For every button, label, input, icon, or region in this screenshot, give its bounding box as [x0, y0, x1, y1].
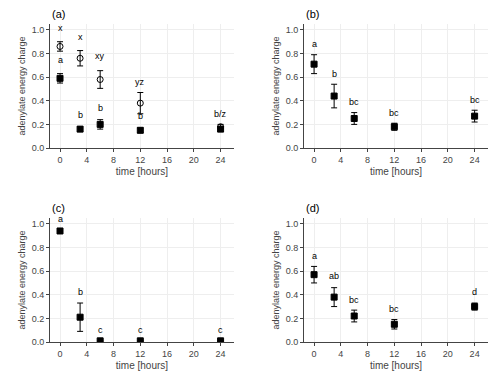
svg-text:4: 4 [84, 155, 89, 165]
svg-text:0.8: 0.8 [286, 243, 299, 253]
svg-text:0.8: 0.8 [32, 243, 45, 253]
svg-text:0.6: 0.6 [32, 266, 45, 276]
svg-text:8: 8 [365, 155, 370, 165]
svg-text:adenylate energy charge: adenylate energy charge [17, 230, 27, 329]
svg-text:time [hours]: time [hours] [116, 360, 168, 371]
svg-text:b: b [332, 69, 337, 79]
svg-text:1.0: 1.0 [286, 219, 299, 229]
svg-text:16: 16 [416, 349, 426, 359]
svg-text:0: 0 [58, 155, 63, 165]
svg-text:c: c [138, 325, 143, 335]
svg-text:yz: yz [135, 77, 145, 87]
svg-text:0.2: 0.2 [286, 314, 299, 324]
svg-text:20: 20 [443, 155, 453, 165]
svg-text:0.8: 0.8 [286, 49, 299, 59]
svg-text:0: 0 [312, 155, 317, 165]
svg-text:0.2: 0.2 [32, 314, 45, 324]
svg-text:b: b [98, 103, 103, 113]
svg-text:0.0: 0.0 [286, 143, 299, 153]
svg-text:a: a [58, 55, 63, 65]
svg-text:x: x [78, 32, 83, 42]
svg-text:adenylate energy charge: adenylate energy charge [17, 36, 27, 135]
svg-text:0.6: 0.6 [286, 266, 299, 276]
svg-text:ab: ab [329, 271, 339, 281]
svg-text:(d): (d) [306, 202, 319, 214]
svg-text:0.0: 0.0 [286, 337, 299, 347]
svg-text:a: a [58, 214, 63, 224]
svg-text:12: 12 [389, 155, 399, 165]
svg-text:12: 12 [135, 349, 145, 359]
svg-text:b/z: b/z [214, 109, 227, 119]
svg-text:0.4: 0.4 [32, 96, 45, 106]
svg-text:0.4: 0.4 [286, 96, 299, 106]
svg-text:time [hours]: time [hours] [370, 360, 422, 371]
svg-text:20: 20 [443, 349, 453, 359]
svg-text:a: a [312, 251, 317, 261]
svg-text:0.4: 0.4 [32, 290, 45, 300]
svg-text:x: x [58, 23, 63, 33]
svg-text:24: 24 [470, 155, 480, 165]
svg-text:b: b [138, 111, 143, 121]
svg-text:0.4: 0.4 [286, 290, 299, 300]
svg-text:(b): (b) [306, 8, 319, 20]
svg-text:d: d [472, 287, 477, 297]
svg-text:0.6: 0.6 [286, 72, 299, 82]
svg-text:0: 0 [312, 349, 317, 359]
svg-text:0.8: 0.8 [32, 49, 45, 59]
svg-text:4: 4 [338, 349, 343, 359]
svg-text:16: 16 [162, 349, 172, 359]
svg-text:bc: bc [349, 295, 359, 305]
svg-text:b: b [78, 110, 83, 120]
svg-text:(c): (c) [52, 202, 65, 214]
svg-text:bc: bc [349, 97, 359, 107]
svg-text:0.0: 0.0 [32, 143, 45, 153]
svg-text:time [hours]: time [hours] [370, 166, 422, 177]
svg-text:24: 24 [470, 349, 480, 359]
svg-text:0: 0 [58, 349, 63, 359]
svg-text:bc: bc [389, 108, 399, 118]
svg-text:16: 16 [416, 155, 426, 165]
svg-text:12: 12 [135, 155, 145, 165]
svg-text:adenylate energy charge: adenylate energy charge [271, 36, 281, 135]
svg-text:a: a [312, 39, 317, 49]
svg-text:4: 4 [84, 349, 89, 359]
svg-text:1.0: 1.0 [286, 25, 299, 35]
svg-text:20: 20 [189, 349, 199, 359]
svg-text:12: 12 [389, 349, 399, 359]
svg-text:c: c [98, 325, 103, 335]
svg-text:b: b [78, 287, 83, 297]
svg-text:24: 24 [216, 349, 226, 359]
svg-text:time [hours]: time [hours] [116, 166, 168, 177]
svg-text:4: 4 [338, 155, 343, 165]
svg-text:8: 8 [111, 349, 116, 359]
svg-text:(a): (a) [52, 8, 65, 20]
svg-text:24: 24 [216, 155, 226, 165]
svg-text:16: 16 [162, 155, 172, 165]
svg-text:8: 8 [365, 349, 370, 359]
svg-text:xy: xy [95, 51, 105, 61]
svg-text:1.0: 1.0 [32, 25, 45, 35]
svg-text:0.2: 0.2 [286, 120, 299, 130]
svg-text:c: c [218, 325, 223, 335]
svg-text:0.2: 0.2 [32, 120, 45, 130]
svg-text:20: 20 [189, 155, 199, 165]
svg-text:0.6: 0.6 [32, 72, 45, 82]
svg-text:adenylate energy charge: adenylate energy charge [271, 230, 281, 329]
svg-text:1.0: 1.0 [32, 219, 45, 229]
svg-text:0.0: 0.0 [32, 337, 45, 347]
svg-text:bc: bc [470, 95, 480, 105]
svg-text:8: 8 [111, 155, 116, 165]
svg-text:bc: bc [389, 304, 399, 314]
